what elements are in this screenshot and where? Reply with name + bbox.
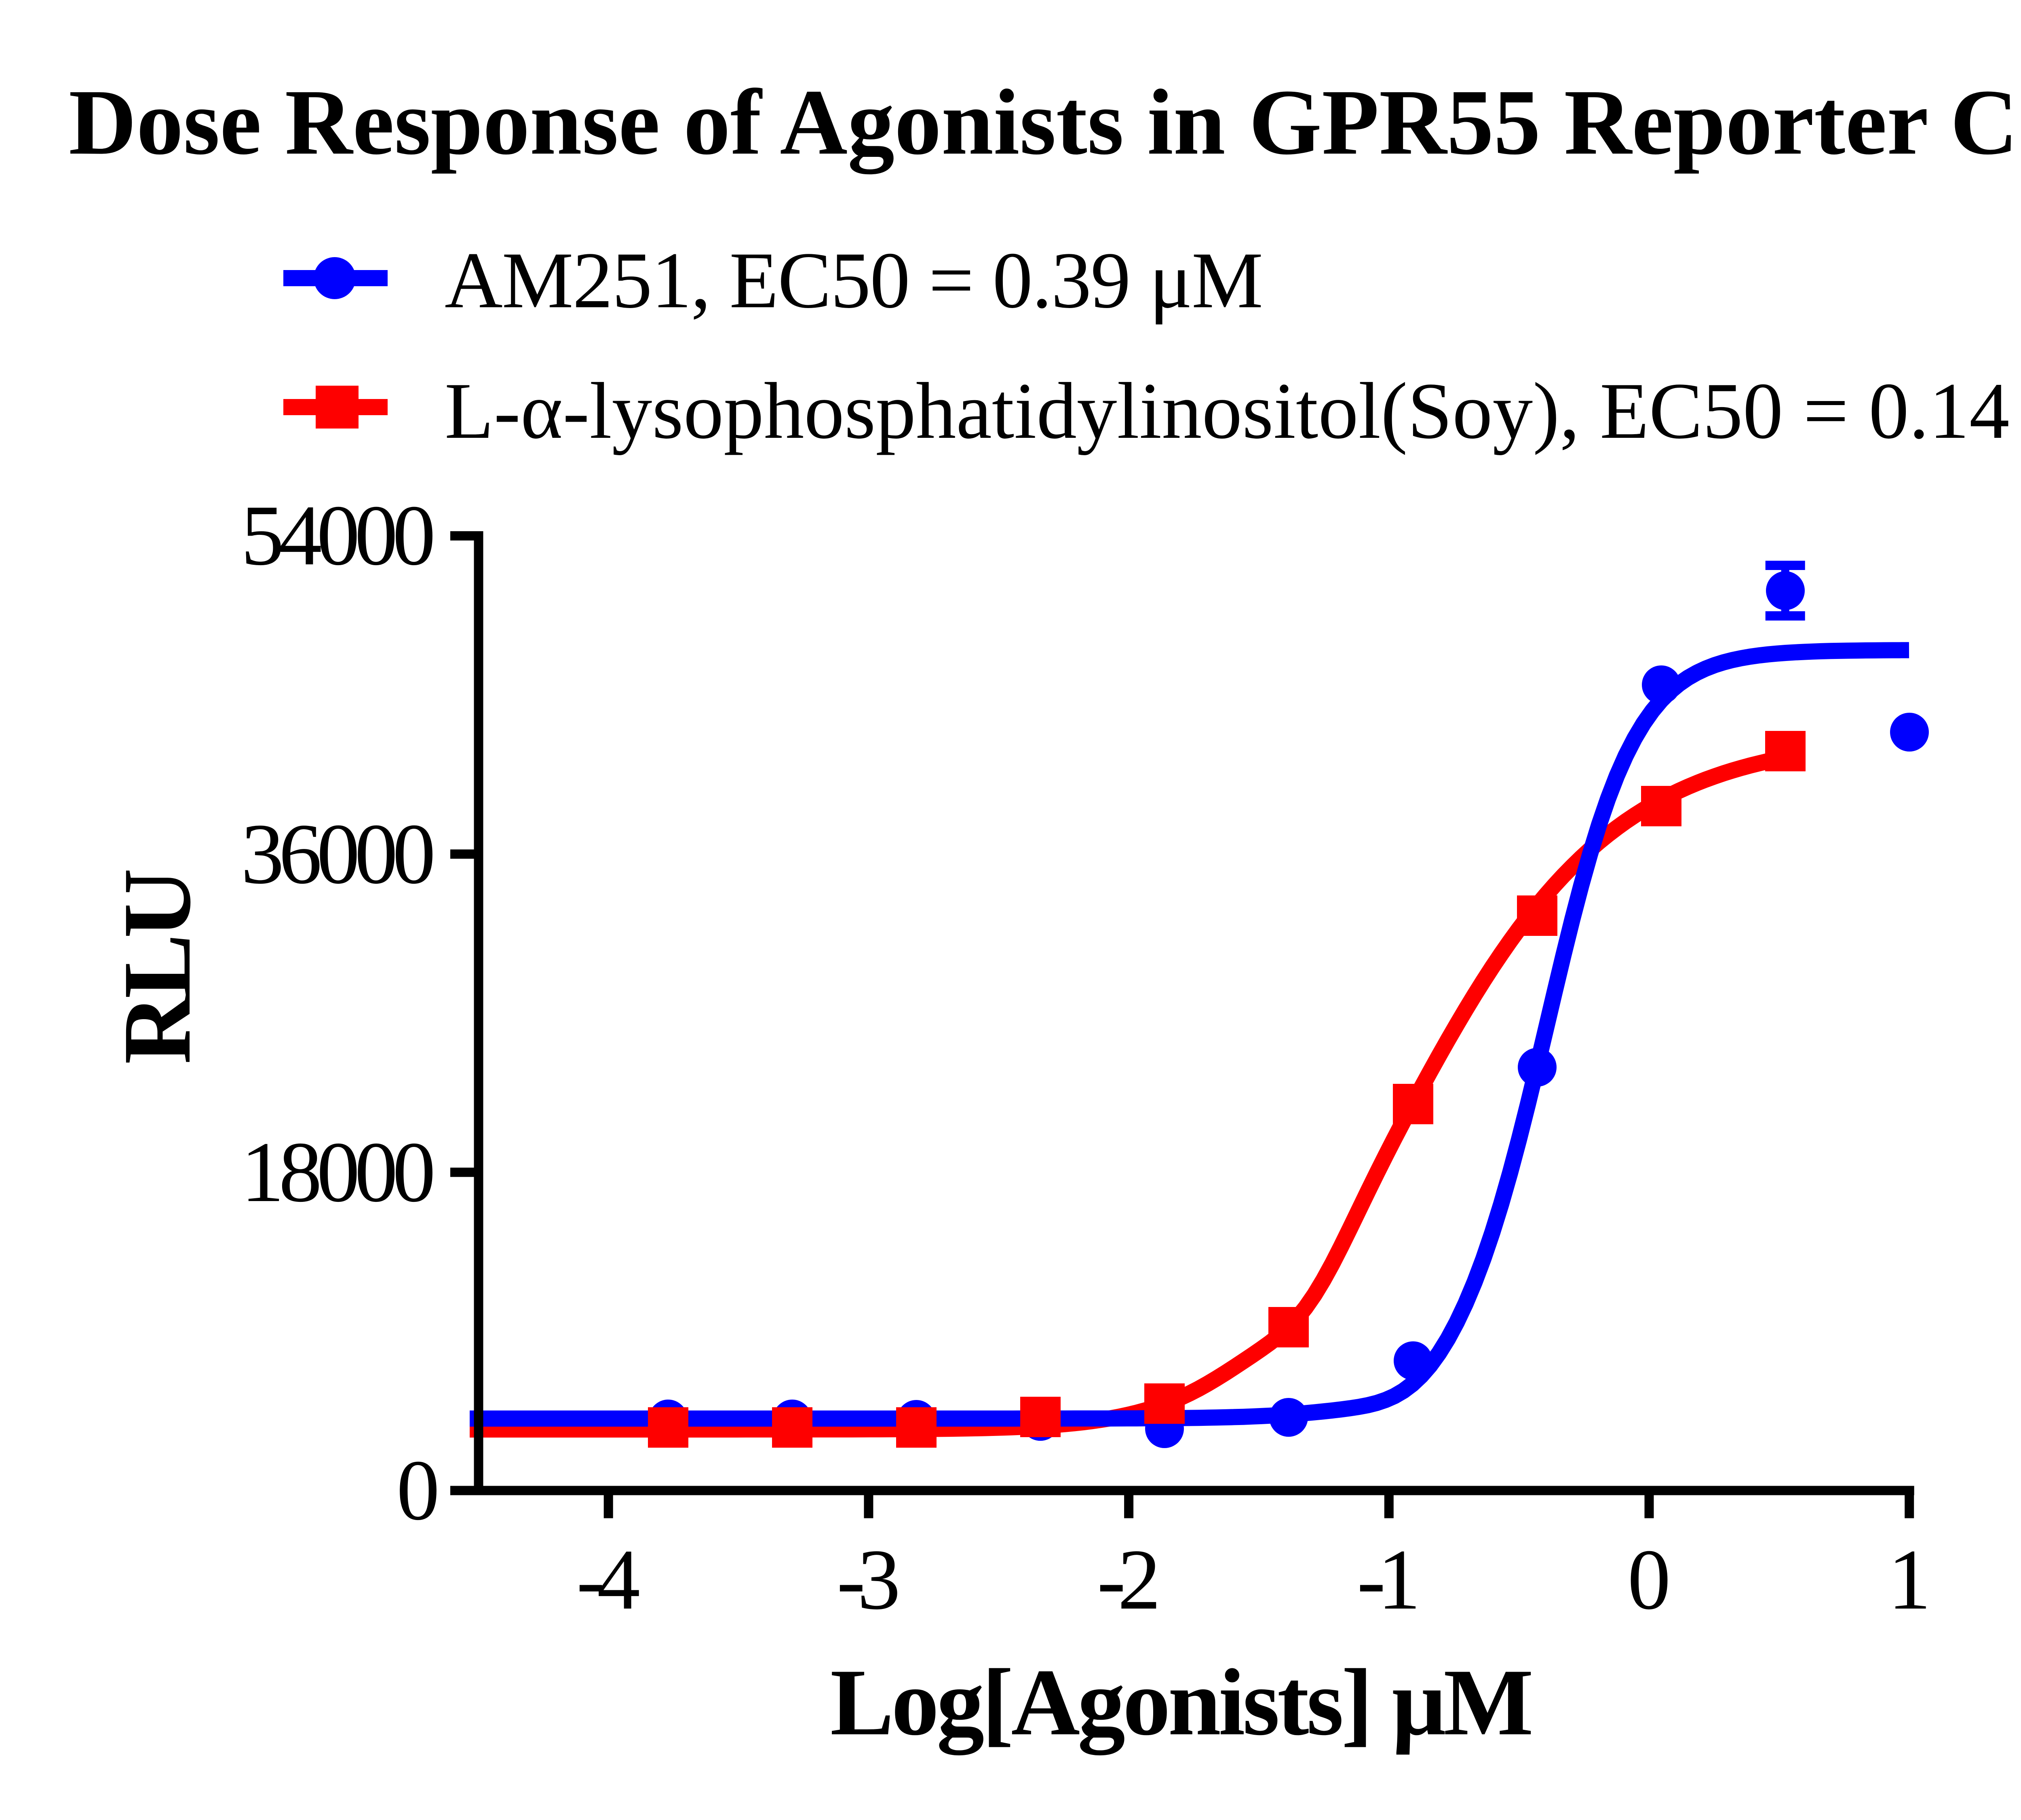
svg-text:36000: 36000 xyxy=(241,806,436,902)
svg-text:L-α-lysophosphatidylinositol(S: L-α-lysophosphatidylinositol(Soy), EC50 … xyxy=(445,367,2021,456)
svg-text:1: 1 xyxy=(1888,1532,1931,1628)
svg-text:RLU: RLU xyxy=(103,868,211,1064)
svg-text:Dose Response of Agonists in G: Dose Response of Agonists in GPR55 Repor… xyxy=(69,60,2021,174)
svg-text:-3: -3 xyxy=(837,1532,901,1628)
svg-text:AM251, EC50 = 0.39 μM: AM251, EC50 = 0.39 μM xyxy=(445,236,1263,325)
svg-text:-4: -4 xyxy=(576,1532,640,1628)
svg-text:18000: 18000 xyxy=(241,1124,436,1220)
svg-text:0: 0 xyxy=(1628,1532,1671,1628)
svg-text:54000: 54000 xyxy=(241,488,436,583)
svg-text:Log[Agonists] μM: Log[Agonists] μM xyxy=(830,1650,1534,1755)
svg-text:-2: -2 xyxy=(1097,1532,1161,1628)
svg-text:-1: -1 xyxy=(1357,1532,1421,1628)
svg-text:0: 0 xyxy=(397,1442,440,1538)
